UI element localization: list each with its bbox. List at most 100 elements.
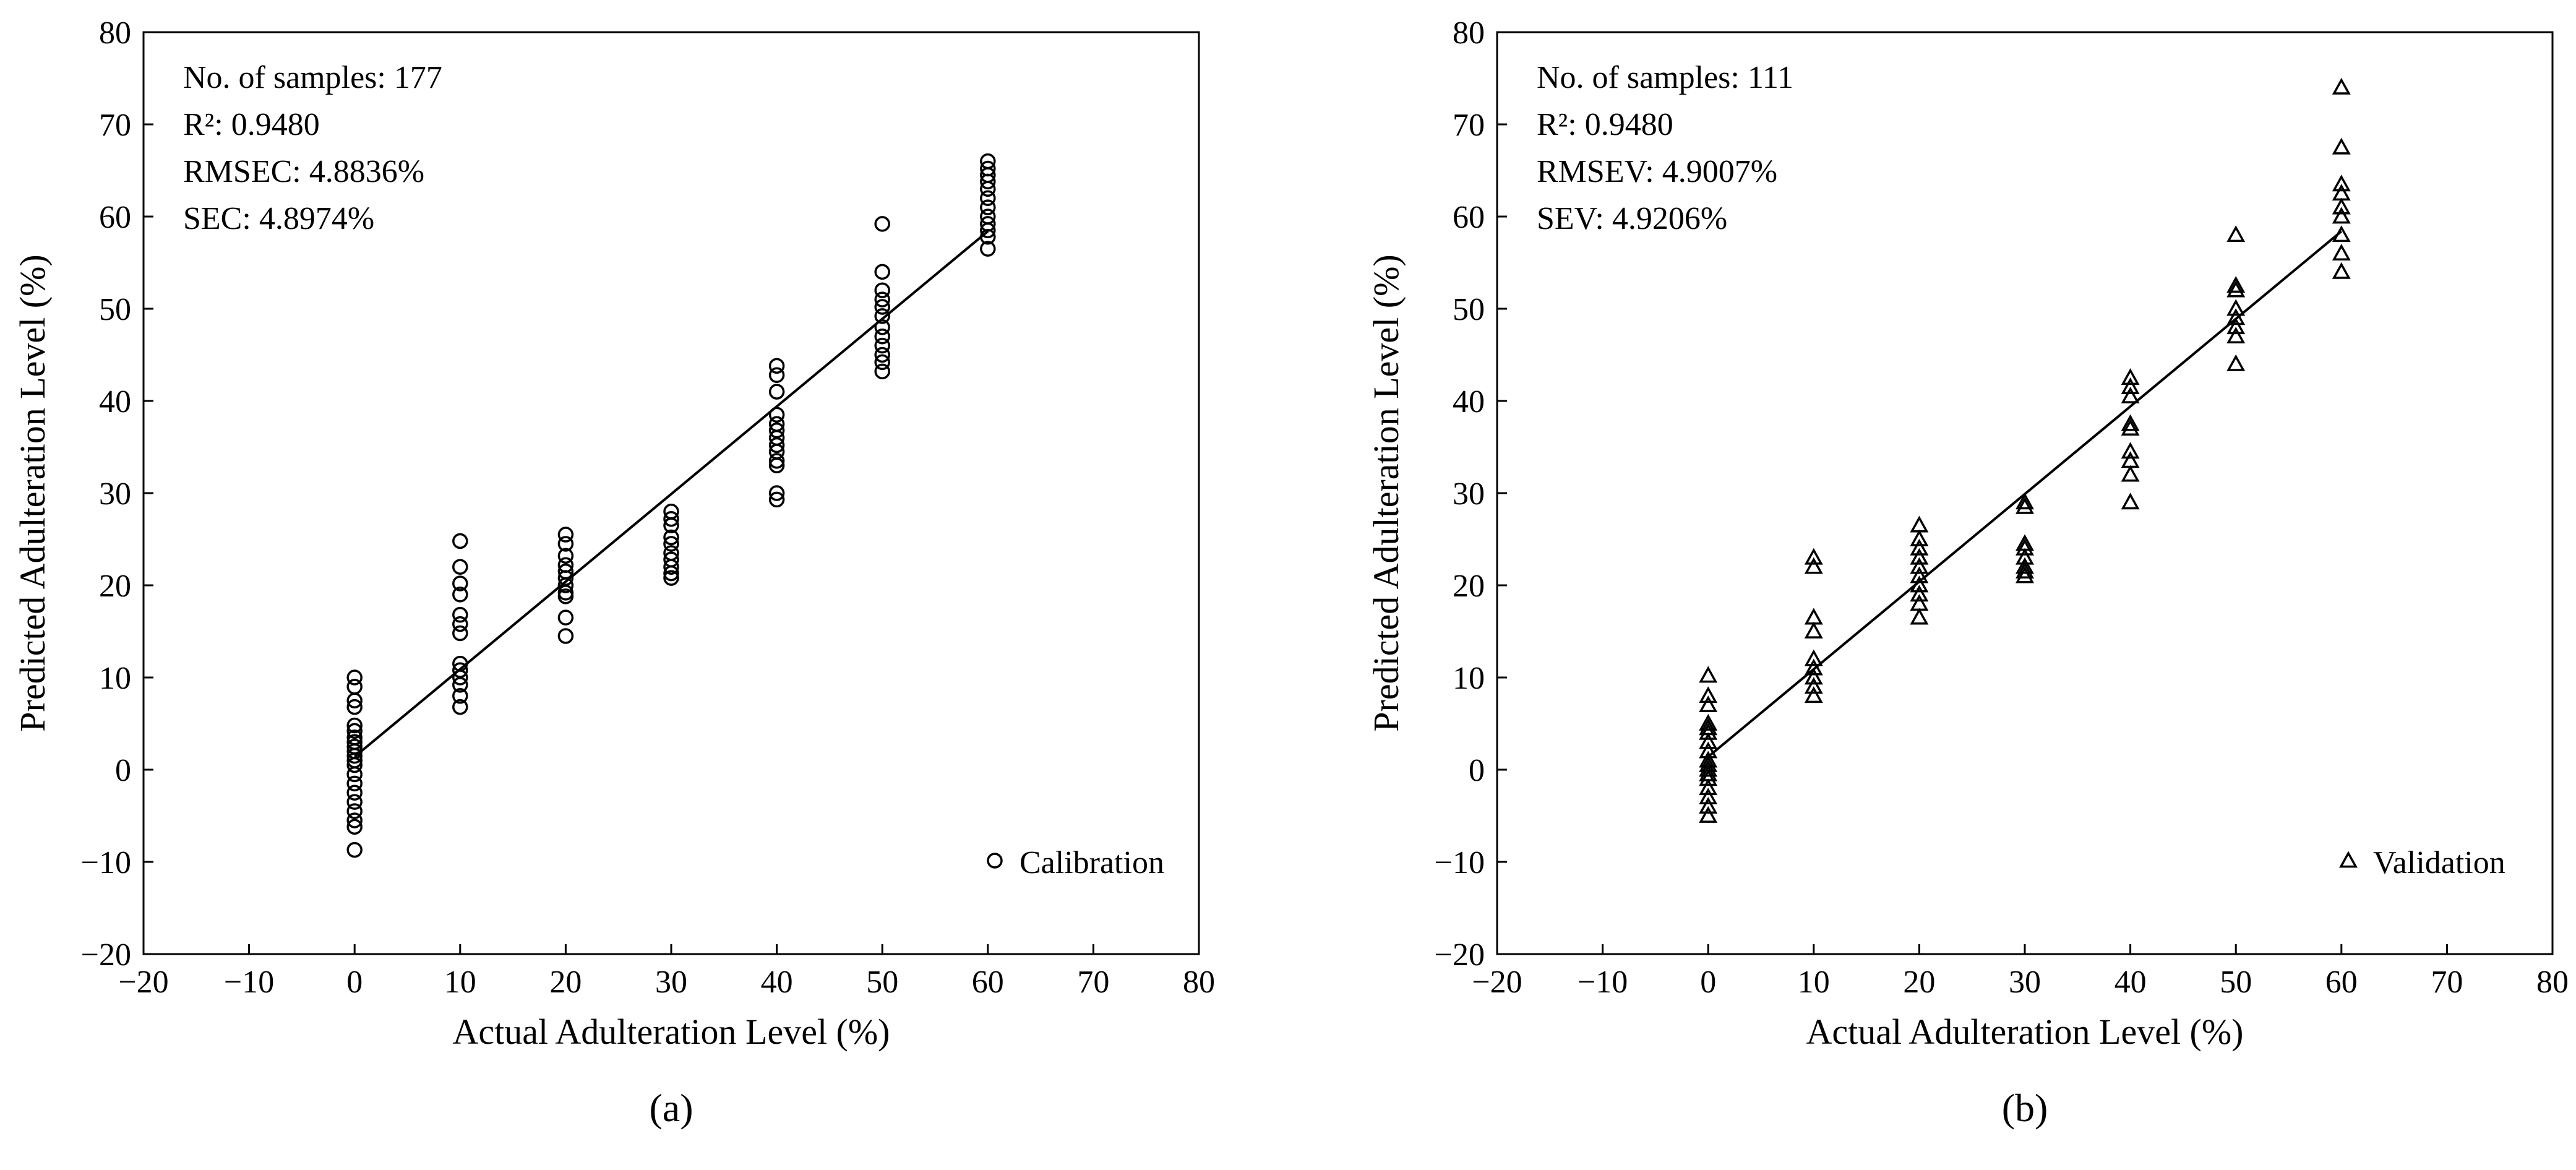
data-point [452,559,468,575]
stat-line: No. of samples: 177 [183,60,442,95]
legend-label: Validation [2373,845,2505,880]
data-point [346,747,363,764]
data-point [768,406,785,423]
data-point [1910,529,1929,546]
data-point [1804,677,1823,694]
data-point [1804,649,1823,666]
data-point [2332,207,2351,224]
data-point [2121,419,2140,436]
data-point [1699,695,1718,713]
legend: Calibration [987,845,1164,880]
panel-label: (a) [649,1086,693,1130]
y-tick-label: 20 [1453,569,1485,604]
data-point [663,510,679,527]
x-tick-label: 40 [2114,965,2147,1000]
data-point [1804,668,1823,685]
data-point [768,457,785,474]
y-tick-label: 50 [1453,292,1485,327]
data-point [874,282,890,298]
data-series-validation [1699,77,2351,823]
y-tick-label: −20 [1435,937,1485,973]
x-tick-label: 10 [1798,965,1830,1000]
data-point [1699,778,1718,796]
stat-line: SEC: 4.8974% [183,201,374,236]
data-point [980,190,996,206]
data-point [1699,686,1718,703]
data-point [2226,225,2246,243]
data-point [346,785,363,801]
y-tick-label: −20 [81,937,131,973]
x-tick-label: 70 [2431,965,2463,1000]
data-point [1699,732,1718,749]
data-point [1699,788,1718,805]
data-point [663,570,679,586]
data-point [1699,769,1718,786]
y-tick-label: −10 [81,845,131,880]
data-point [1699,796,1718,814]
y-tick-label: 30 [1453,476,1485,512]
data-point [768,422,785,439]
data-point [2016,566,2034,583]
x-tick-label: 30 [2009,965,2041,1000]
stat-line: SEV: 4.9206% [1537,201,1727,236]
data-point [874,308,890,324]
data-point [2226,327,2246,344]
data-point [346,717,363,734]
data-point [874,337,890,354]
data-point [2016,497,2034,514]
data-point [2332,225,2351,243]
y-tick-label: 60 [99,200,131,235]
data-point [2226,308,2246,325]
y-tick-label: −10 [1435,845,1485,880]
data-point [1804,548,1823,565]
data-point [452,625,468,642]
data-point [1910,566,1929,583]
data-point [1699,760,1718,777]
data-point [768,367,785,384]
data-point [980,173,996,190]
data-point [1804,658,1823,676]
y-tick-label: 40 [99,384,131,419]
x-tick-label: 50 [2220,965,2252,1000]
y-tick-label: 0 [1469,753,1485,788]
data-point [557,570,574,586]
legend-marker [2339,851,2358,868]
data-point [1699,806,1718,823]
data-point [2332,243,2351,260]
data-point [980,199,996,215]
data-point [663,565,679,582]
data-point [2121,368,2140,385]
data-point [2332,262,2351,279]
data-point [2121,414,2140,431]
y-tick-label: 70 [99,108,131,143]
x-tick-label: 60 [972,965,1004,1000]
data-point [2332,197,2351,215]
data-point [768,384,785,400]
data-point [452,669,468,686]
data-point [557,527,574,543]
x-tick-label: 60 [2325,965,2358,1000]
data-point [2332,137,2351,155]
data-point [2121,465,2140,482]
x-tick-label: 70 [1077,965,1109,1000]
x-axis-label: Actual Adulteration Level (%) [1806,1012,2243,1052]
data-point [874,264,890,280]
data-point [2226,299,2246,316]
data-point [768,358,785,374]
data-point [980,229,996,245]
legend-marker [987,853,1003,869]
data-point [2226,280,2246,298]
data-point [557,536,574,552]
x-tick-label: 20 [1903,965,1935,1000]
data-point [346,812,363,828]
data-point [768,491,785,508]
data-point [2226,276,2246,293]
panels: −20 −10 0 10 20 30 40 50 60 70 80 −20 −10 0 10 20 30 40 50… [12,15,2569,1130]
data-point [2332,174,2351,192]
data-point [874,328,890,345]
data-point [980,222,996,239]
data-point [874,363,890,380]
data-point [346,679,363,695]
data-point [346,794,363,810]
data-point [1910,515,1929,533]
